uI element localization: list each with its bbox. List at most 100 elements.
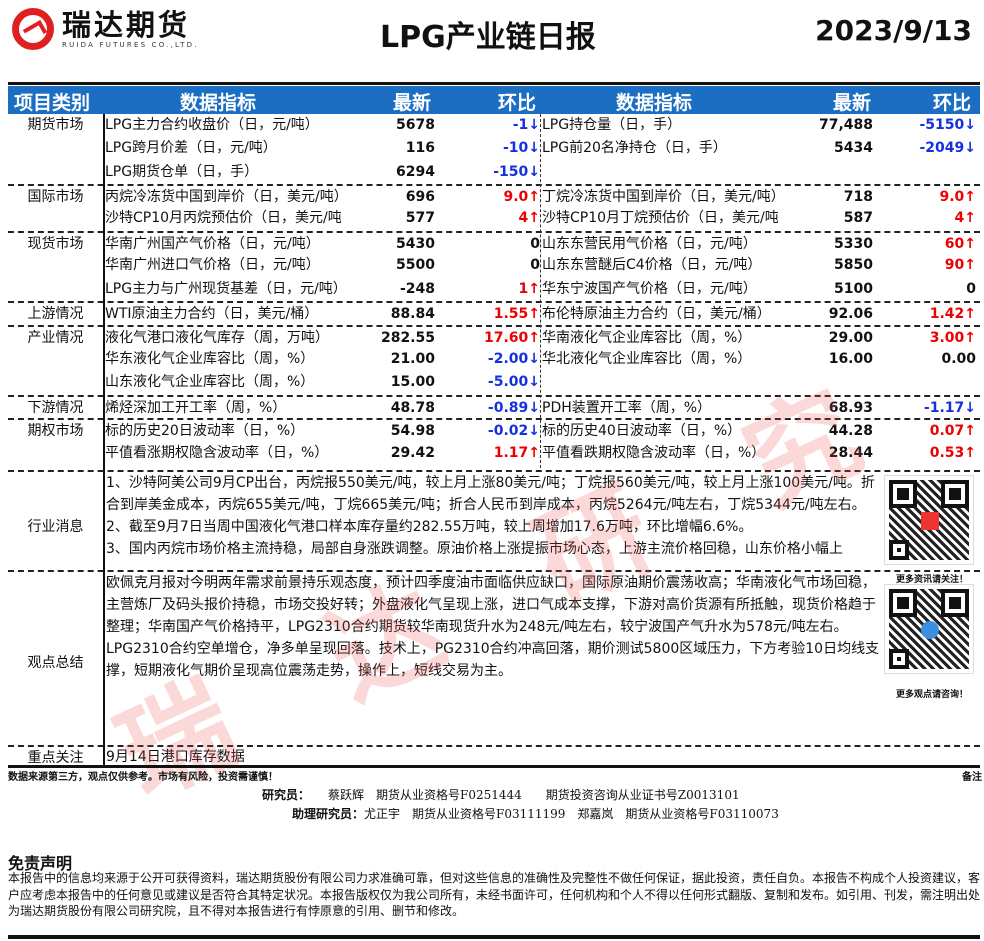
latest-value: 92.06 [828, 305, 873, 322]
change-value: -2.00↓ [487, 351, 540, 368]
indicator-name: LPG主力合约收盘价（日，元/吨） [105, 117, 319, 133]
table-row: LPG跨月价差（日，元/吨） 116 -10↓ LPG前20名净持仓（日，手） 5434… [8, 137, 980, 160]
indicator-name: 丙烷冷冻货中国到岸价（日，美元/吨） [105, 188, 341, 205]
table-row: 国际市场 丙烷冷冻货中国到岸价（日，美元/吨） 696 9.0↑ 丁烷冷冻货中国到岸价（… [8, 183, 980, 208]
indicator-name: LPG前20名净持仓（日，手） [542, 140, 727, 157]
change-value: 1.17↑ [493, 444, 540, 461]
qr-caption-2: 更多观点请咨询！ [895, 690, 968, 700]
table-row: 沙特CP10月丙烷预估价（日，美元/吨） 577 4↑ 沙特CP10月丁烷预估价（日，… [8, 207, 980, 230]
assistant-line: 助理研究员：尤正宇 期货从业资格号F03111199 郑嘉岚 期货从业资格号F0… [292, 805, 779, 822]
latest-value: 718 [843, 188, 873, 205]
company-logo: 瑞达期货 RUIDA FUTURES CO.,LTD. [12, 8, 199, 50]
change-value: 60↑ [944, 235, 976, 252]
indicator-name: 沙特CP10月丁烷预估价（日，美元/吨） [542, 210, 778, 227]
change-value: -2049↓ [919, 140, 976, 157]
table-row: 期货市场 LPG主力合约收盘价（日，元/吨） 5678 -1↓ LPG持仓量（日，手） 7… [8, 114, 980, 137]
latest-value: 48.78 [390, 399, 435, 416]
latest-value: 77,488 [818, 117, 873, 133]
change-value: 1.42↑ [929, 305, 976, 322]
table-row: 现货市场 华南广州国产气价格（日，元/吨） 5430 0 山东东营民用气价格（日，元/吨… [8, 230, 980, 255]
researcher-info: 蔡跃辉 期货从业资格号F0251444 期货投资咨询从业证书号Z0013101 [328, 788, 740, 802]
indicator-name: 山东液化气企业库容比（周，%） [105, 374, 315, 391]
indicator-name: 山东东营民用气价格（日，元/吨） [542, 235, 757, 252]
change-value: 0.00 [941, 351, 976, 368]
column-divider-dashed [540, 114, 541, 468]
logo-icon [12, 8, 54, 50]
change-value: -1↓ [512, 117, 540, 133]
indicator-name: WTI原油主力合约（日，美元/桶） [105, 305, 319, 322]
table-row: 下游情况 烯烃深加工开工率（周，%） 48.78 -0.89↓ PDH装置开工率（周，%… [8, 394, 980, 419]
focus-section: 重点关注 9月14日港口库存数据 [8, 745, 980, 766]
latest-value: 6294 [396, 163, 435, 180]
researcher-line: 研究员： 蔡跃辉 期货从业资格号F0251444 期货投资咨询从业证书号Z001… [262, 786, 740, 803]
latest-value: 5100 [834, 280, 873, 297]
data-table: 项目类别 数据指标 最新 环比 数据指标 最新 环比 期货市场 LPG主力合约收盘… [8, 86, 980, 465]
latest-value: -248 [399, 280, 435, 297]
divider [8, 765, 980, 768]
indicator-name: LPG主力与广州现货基差（日，元/吨） [105, 280, 341, 297]
latest-value: 21.00 [390, 351, 435, 368]
indicator-name: 华南广州进口气价格（日，元/吨） [105, 257, 320, 274]
table-row: 山东液化气企业库容比（周，%） 15.00 -5.00↓ [8, 371, 980, 394]
change-value: 0 [530, 235, 540, 252]
category-cell: 期货市场 [27, 117, 84, 133]
change-value: 9.0↑ [939, 188, 976, 205]
category-cell: 产业情况 [27, 329, 84, 346]
latest-value: 116 [405, 140, 435, 157]
indicator-name: 华南液化气企业库容比（周，%） [542, 329, 752, 346]
latest-value: 15.00 [390, 374, 435, 391]
indicator-name: 平值看跌期权隐含波动率（日，%） [542, 444, 766, 461]
divider [8, 82, 980, 85]
table-row: 上游情况 WTI原油主力合约（日，美元/桶） 88.84 1.55↑ 布伦特原油主力合约… [8, 300, 980, 325]
indicator-name: 平值看涨期权隐含波动率（日，%） [105, 444, 329, 461]
latest-value: 5434 [834, 140, 873, 157]
latest-value: 5330 [834, 235, 873, 252]
category-cell: 上游情况 [27, 305, 84, 322]
latest-value: 5850 [834, 257, 873, 274]
focus-text: 9月14日港口库存数据 [106, 749, 245, 765]
indicator-name: 液化气港口液化气库存（周，万吨） [105, 329, 329, 346]
news-text: 1、沙特阿美公司9月CP出台，丙烷报550美元/吨，较上月上涨80美元/吨；丁烷… [106, 475, 875, 557]
table-row: LPG主力与广州现货基差（日，元/吨） -248 1↑ 华东宁波国产气价格（日，元/吨… [8, 278, 980, 301]
summary-text: 欧佩克月报对今明两年需求前景持乐观态度，预计四季度油市面临供应缺口，国际原油期价… [106, 575, 880, 679]
latest-value: 696 [405, 188, 435, 205]
change-value: -1.17↓ [923, 399, 976, 416]
indicator-name: 布伦特原油主力合约（日，美元/桶） [542, 305, 771, 322]
change-value: 0.53↑ [929, 444, 976, 461]
table-row: LPG期货仓单（日，手） 6294 -150↓ [8, 161, 980, 184]
change-value: -0.89↓ [487, 399, 540, 416]
change-value: 17.60↑ [483, 329, 540, 346]
latest-value: 5678 [396, 117, 435, 133]
latest-value: 68.93 [828, 399, 873, 416]
header-latest-2: 最新 [833, 92, 872, 114]
latest-value: 88.84 [390, 305, 435, 322]
logo-en: RUIDA FUTURES CO.,LTD. [62, 41, 199, 49]
change-value: 0.07↑ [929, 423, 976, 440]
change-value: 0 [966, 280, 976, 297]
indicator-name: 华北液化气企业库容比（周，%） [542, 351, 752, 368]
indicator-name: 华东液化气企业库容比（周，%） [105, 351, 315, 368]
indicator-name: 华南广州国产气价格（日，元/吨） [105, 235, 320, 252]
latest-value: 54.98 [390, 423, 435, 440]
table-row: 华东液化气企业库容比（周，%） 21.00 -2.00↓ 华北液化气企业库容比（周，%… [8, 348, 980, 371]
news-section: 行业消息 1、沙特阿美公司9月CP出台，丙烷报550美元/吨，较上月上涨80美元… [8, 470, 980, 570]
indicator-name: LPG期货仓单（日，手） [105, 163, 259, 180]
change-value: -10↓ [502, 140, 540, 157]
indicator-name: 标的历史40日波动率（日，%） [542, 423, 742, 440]
change-value: 1.55↑ [493, 305, 540, 322]
divider [8, 935, 980, 939]
report-date: 2023/9/13 [815, 14, 972, 47]
change-value: -5.00↓ [487, 374, 540, 391]
category-cell: 国际市场 [27, 188, 84, 205]
news-label: 行业消息 [27, 519, 84, 535]
risk-warning: 数据来源第三方，观点仅供参考。市场有风险，投资需谨慎！ [8, 772, 278, 783]
change-value: -150↓ [493, 163, 540, 180]
indicator-name: PDH装置开工率（周，%） [542, 399, 712, 416]
header-change-2: 环比 [933, 92, 972, 114]
assistant-label: 助理研究员： [292, 807, 365, 821]
qr-code-icon [884, 584, 974, 674]
latest-value: 5430 [396, 235, 435, 252]
change-value: 90↑ [944, 257, 976, 274]
disclaimer-text: 本报告中的信息均来源于公开可获得资料，瑞达期货股份有限公司力求准确可靠，但对这些… [8, 871, 981, 918]
table-header: 项目类别 数据指标 最新 环比 数据指标 最新 环比 [8, 86, 980, 114]
